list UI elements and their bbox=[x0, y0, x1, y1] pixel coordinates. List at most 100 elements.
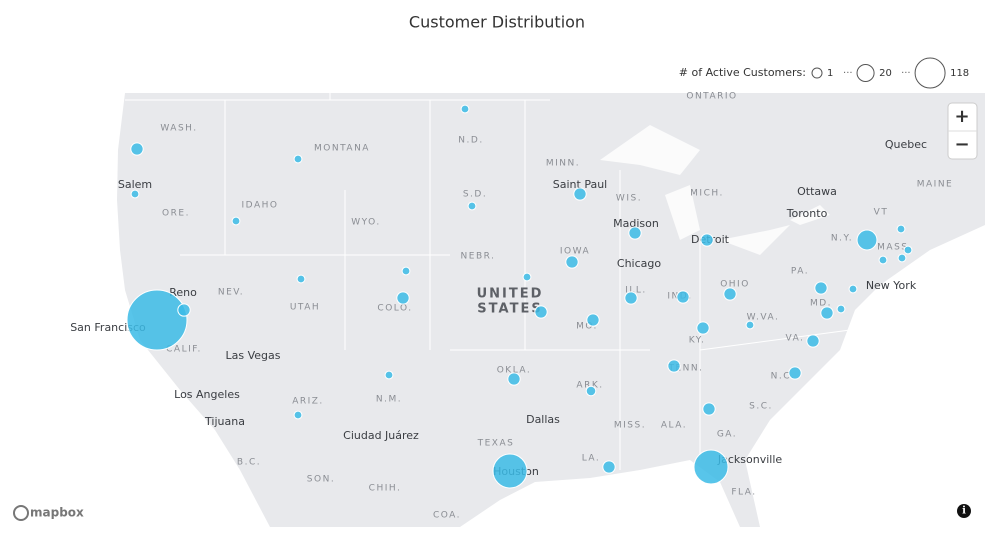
region-label: MO. bbox=[576, 322, 598, 332]
city-label: Salem bbox=[118, 178, 152, 191]
legend-separator: ··· bbox=[901, 68, 911, 79]
map-labels: ONTARIO WASH. MONTANA N.D. MINN. Quebec MICH. O… bbox=[70, 92, 954, 521]
region-label: ONTARIO bbox=[686, 92, 737, 102]
customer-bubble bbox=[231, 216, 241, 226]
legend-value: 118 bbox=[950, 68, 969, 79]
region-label: CHIH. bbox=[369, 484, 402, 494]
region-label: IOWA bbox=[560, 247, 590, 257]
zoom-out[interactable]: − bbox=[954, 134, 969, 155]
customer-bubble bbox=[896, 224, 906, 234]
ocean bbox=[745, 225, 985, 527]
region-label: OHIO bbox=[720, 280, 750, 290]
customer-bubble bbox=[585, 385, 597, 397]
title: Customer Distribution bbox=[409, 13, 585, 32]
region-label: TEXAS bbox=[477, 439, 515, 449]
region-label: S.D. bbox=[463, 190, 487, 200]
region-label: N.D. bbox=[458, 136, 483, 146]
city-label: Dallas bbox=[526, 413, 560, 426]
customer-bubble bbox=[693, 449, 729, 485]
customer-bubble bbox=[745, 320, 755, 330]
customer-bubble bbox=[628, 226, 642, 240]
region-label: SON. bbox=[307, 475, 335, 485]
city-label: Ciudad Juárez bbox=[343, 429, 419, 442]
customer-bubble bbox=[702, 402, 716, 416]
zoom-in[interactable]: + bbox=[954, 106, 969, 127]
customer-bubble bbox=[820, 306, 834, 320]
region-label: KY. bbox=[689, 336, 706, 346]
region-label: NEBR. bbox=[461, 252, 496, 262]
region-label: NEV. bbox=[218, 288, 244, 298]
region-label: S.C. bbox=[749, 402, 773, 412]
city-label: Saint Paul bbox=[553, 178, 607, 191]
region-label: VA. bbox=[786, 334, 805, 344]
customer-bubble bbox=[903, 245, 913, 255]
customer-bubble bbox=[788, 366, 802, 380]
info[interactable]: i bbox=[962, 506, 966, 517]
region-label: MINN. bbox=[546, 159, 580, 169]
region-label: GA. bbox=[717, 430, 737, 440]
city-label: Quebec bbox=[885, 138, 927, 151]
region-label: WIS. bbox=[616, 194, 642, 204]
customer-bubble bbox=[130, 142, 144, 156]
region-label: COA. bbox=[433, 511, 461, 521]
legend-value: 1 bbox=[827, 68, 833, 79]
customer-bubble bbox=[878, 255, 888, 265]
region-label: W.VA. bbox=[747, 313, 780, 323]
customer-bubble bbox=[522, 272, 532, 282]
region-label: MD. bbox=[810, 299, 832, 309]
region-label: N.C. bbox=[771, 372, 796, 382]
ocean bbox=[83, 93, 270, 527]
legend-separator: ··· bbox=[843, 68, 853, 79]
customer-bubble bbox=[806, 334, 820, 348]
region-label: UTAH bbox=[290, 303, 320, 313]
legend-value: 20 bbox=[879, 68, 892, 79]
customer-bubble bbox=[573, 187, 587, 201]
customer-bubble bbox=[565, 255, 579, 269]
customer-bubble bbox=[296, 274, 306, 284]
customer-bubble bbox=[723, 287, 737, 301]
region-label: ORE. bbox=[162, 209, 190, 219]
region-label: MASS. bbox=[877, 243, 913, 253]
region-label: FLA. bbox=[731, 488, 756, 498]
bubbles bbox=[126, 104, 913, 489]
customer-bubble bbox=[624, 291, 638, 305]
region-label: MONTANA bbox=[314, 144, 370, 154]
customer-bubble bbox=[384, 370, 394, 380]
region-label: PA. bbox=[791, 267, 809, 277]
customer-bubble bbox=[130, 189, 140, 199]
borders bbox=[125, 93, 851, 470]
region-label: ARK. bbox=[576, 381, 603, 391]
city-label: Tijuana bbox=[204, 415, 245, 428]
customer-bubble bbox=[586, 313, 600, 327]
city-label: Jacksonville bbox=[717, 453, 783, 466]
customer-bubble bbox=[700, 233, 714, 247]
customer-bubble bbox=[396, 291, 410, 305]
region-label: ILL. bbox=[625, 286, 647, 296]
region-label: N.M. bbox=[376, 395, 402, 405]
city-label: Ottawa bbox=[797, 185, 837, 198]
customer-bubble bbox=[293, 410, 303, 420]
customer-bubble bbox=[856, 229, 878, 251]
customer-bubble bbox=[126, 289, 188, 351]
region-label: VT bbox=[874, 208, 889, 218]
legend: 1 ··· 20 ··· 118 bbox=[811, 57, 969, 89]
region-label: N.Y. bbox=[831, 234, 853, 244]
gulf bbox=[460, 460, 740, 527]
customer-bubble bbox=[460, 104, 470, 114]
region-label: MAINE bbox=[917, 180, 954, 190]
customer-bubble bbox=[897, 253, 907, 263]
city-label: Las Vegas bbox=[226, 349, 281, 362]
attribution[interactable]: mapbox bbox=[30, 506, 84, 520]
region-label: MISS. bbox=[614, 421, 646, 431]
city-label: Reno bbox=[169, 286, 197, 299]
customer-bubble bbox=[676, 290, 690, 304]
customer-bubble bbox=[667, 359, 681, 373]
region-label: ARIZ. bbox=[292, 397, 324, 407]
legend-circle bbox=[914, 57, 946, 89]
lakes bbox=[600, 125, 830, 255]
city-label: New York bbox=[866, 279, 917, 292]
legend-circle bbox=[856, 63, 875, 83]
customer-bubble bbox=[507, 372, 521, 386]
customer-bubble bbox=[534, 305, 548, 319]
